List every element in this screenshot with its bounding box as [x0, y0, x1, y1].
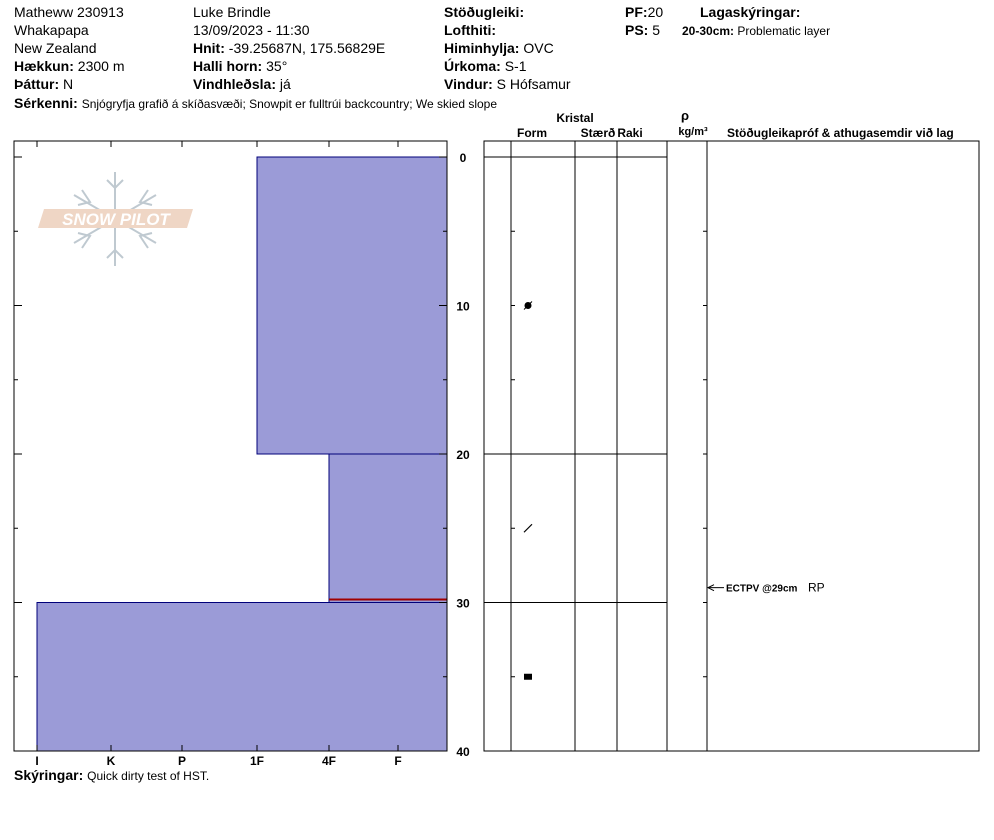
size-header: Stærð: [581, 126, 616, 140]
hardness-label-P: P: [178, 754, 186, 768]
coordinates-value: -39.25687N, 175.56829E: [228, 40, 386, 56]
region: New Zealand: [14, 40, 97, 56]
melt-freeze-grain-icon: [524, 673, 532, 680]
stability-test-result: RP: [808, 581, 825, 595]
crystal-table-frame: [483, 140, 980, 752]
form-header: Form: [517, 126, 547, 140]
elevation-label: Hækkun:: [14, 58, 74, 74]
stability-notes-header: Stöðugleikapróf & athugasemdir við lag: [727, 126, 954, 140]
sky-cover-value: OVC: [523, 40, 554, 56]
density-unit-header: kg/m³: [678, 126, 708, 138]
precipitation: Úrkoma: S-1: [444, 58, 526, 74]
arrow-left-icon: [706, 584, 715, 592]
air-temp-label: Lofthiti:: [444, 22, 497, 38]
sky-cover: Himinhylja: OVC: [444, 40, 554, 56]
pf: PF:20: [625, 4, 663, 20]
rounding-faceted-grain-icon: [523, 301, 533, 310]
aspect-label: Þáttur:: [14, 76, 60, 92]
hardness-label-K: K: [107, 754, 116, 768]
aspect: Þáttur: N: [14, 76, 73, 92]
depth-label-20: 20: [456, 448, 470, 462]
depth-label-40: 40: [456, 745, 470, 759]
depth-label-10: 10: [456, 300, 470, 314]
layer-note-text: Problematic layer: [737, 24, 831, 38]
stability-test-marker: ECTPV @29cm RP: [706, 581, 825, 595]
coordinates: Hnit: -39.25687N, 175.56829E: [193, 40, 385, 56]
depth-axis: 0 10 20 30 40: [14, 151, 470, 759]
logo-text: SNOW PILOT: [62, 210, 171, 229]
elevation: Hækkun: 2300 m: [14, 58, 125, 74]
wind-loading-value: já: [279, 76, 291, 92]
depth-label-0: 0: [460, 151, 467, 165]
ps-label: PS:: [625, 22, 649, 38]
observer-name: Luke Brindle: [193, 4, 271, 20]
specifics-value: Snjógryfja grafið á skíðasvæði; Snowpit …: [81, 97, 498, 111]
logo-banner: [38, 209, 193, 228]
depth-label-30: 30: [456, 597, 470, 611]
wind-loading-label: Vindhleðsla:: [193, 76, 276, 92]
pf-label: PF:: [625, 4, 648, 20]
specifics-label: Sérkenni:: [14, 95, 78, 111]
wind-value: S Hófsamur: [496, 76, 571, 92]
aspect-value: N: [63, 76, 74, 92]
ps: PS: 5: [625, 22, 660, 38]
observation-datetime: 13/09/2023 - 11:30: [193, 22, 310, 38]
grain-stroke: [523, 301, 533, 310]
pf-value: 20: [647, 4, 664, 20]
hardness-layer-1: [328, 453, 448, 603]
layer-note: 20-30cm: Problematic layer: [682, 23, 830, 39]
slope-angle: Halli horn: 35°: [193, 58, 287, 74]
hardness-layer-0: [256, 156, 448, 455]
comments: Skýringar: Quick dirty test of HST.: [14, 767, 209, 784]
grain-icons: [523, 301, 533, 680]
sky-cover-label: Himinhylja:: [444, 40, 520, 56]
precipitation-label: Úrkoma:: [444, 58, 501, 74]
ps-value: 5: [652, 22, 661, 38]
decomposing-grain-icon: [523, 523, 533, 533]
elevation-value: 2300 m: [77, 58, 125, 74]
comments-label: Skýringar:: [14, 767, 84, 783]
layer-notes-label: Lagaskýringar:: [700, 4, 801, 20]
hardness-graph-frame: [13, 140, 448, 752]
hardness-ticks: [36, 141, 399, 751]
stability-label: Stöðugleiki:: [444, 4, 525, 20]
hardness-layer-2: [36, 602, 448, 752]
moisture-header: Raki: [617, 126, 642, 140]
precipitation-value: S-1: [504, 58, 527, 74]
hardness-layers: [36, 156, 448, 752]
crystal-table: [483, 140, 980, 752]
slope-angle-value: 35°: [266, 58, 288, 74]
slope-angle-label: Halli horn:: [193, 58, 263, 74]
snowpilot-logo: SNOW PILOT: [38, 172, 193, 266]
coordinates-label: Hnit:: [193, 40, 225, 56]
hardness-label-I: I: [35, 754, 38, 768]
stability-test-label: ECTPV @29cm: [726, 584, 798, 595]
location: Whakapapa: [14, 22, 89, 38]
hardness-label-4F: 4F: [322, 754, 336, 768]
wind-loading: Vindhleðsla: já: [193, 76, 291, 92]
hardness-axis: I K P 1F 4F F: [35, 754, 401, 768]
wind: Vindur: S Hófsamur: [444, 76, 571, 92]
rho-header: ρ: [681, 108, 689, 123]
layer-note-depth: 20-30cm:: [682, 24, 735, 38]
crystal-header: Kristal: [556, 111, 593, 125]
table-depth-ticks: [511, 230, 707, 678]
wind-label: Vindur:: [444, 76, 493, 92]
specifics: Sérkenni: Snjógryfja grafið á skíðasvæði…: [14, 95, 497, 112]
hardness-label-F: F: [394, 754, 401, 768]
comments-value: Quick dirty test of HST.: [87, 769, 210, 783]
observer-id: Matheww 230913: [14, 4, 124, 20]
hardness-label-1F: 1F: [250, 754, 264, 768]
